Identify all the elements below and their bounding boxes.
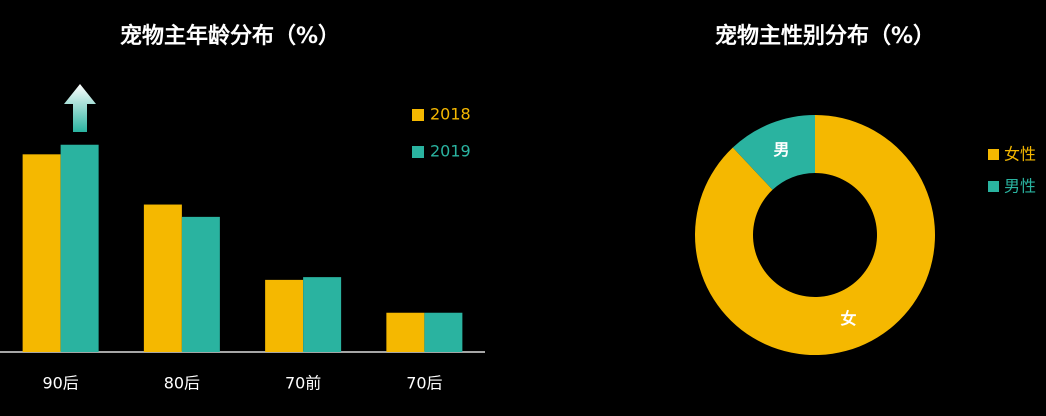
bar <box>143 204 182 352</box>
segment-label: 女 <box>840 309 856 328</box>
legend-label: 2019 <box>430 142 471 161</box>
bar <box>424 312 463 352</box>
x-tick-label: 70后 <box>406 374 442 393</box>
bar <box>22 154 61 352</box>
up-arrow <box>64 84 96 132</box>
legend-swatch <box>988 181 999 192</box>
bar <box>303 277 342 352</box>
bar <box>386 312 425 352</box>
segment-label: 男 <box>773 140 789 159</box>
chart-title: 宠物主年龄分布（%） <box>120 23 340 49</box>
donut-segment <box>732 115 815 190</box>
x-tick-label: 80后 <box>164 374 200 393</box>
legend-swatch <box>412 109 424 121</box>
chart-title: 宠物主性别分布（%） <box>715 23 935 49</box>
bar <box>181 216 220 352</box>
bar <box>60 144 99 352</box>
legend-label: 男性 <box>1004 177 1036 196</box>
legend-label: 女性 <box>1004 145 1036 164</box>
x-tick-label: 70前 <box>285 374 321 393</box>
bar <box>265 279 304 352</box>
legend-swatch <box>988 149 999 160</box>
legend-label: 2018 <box>430 105 471 124</box>
x-tick-label: 90后 <box>42 374 78 393</box>
legend-swatch <box>412 146 424 158</box>
donut-segment <box>695 115 936 355</box>
